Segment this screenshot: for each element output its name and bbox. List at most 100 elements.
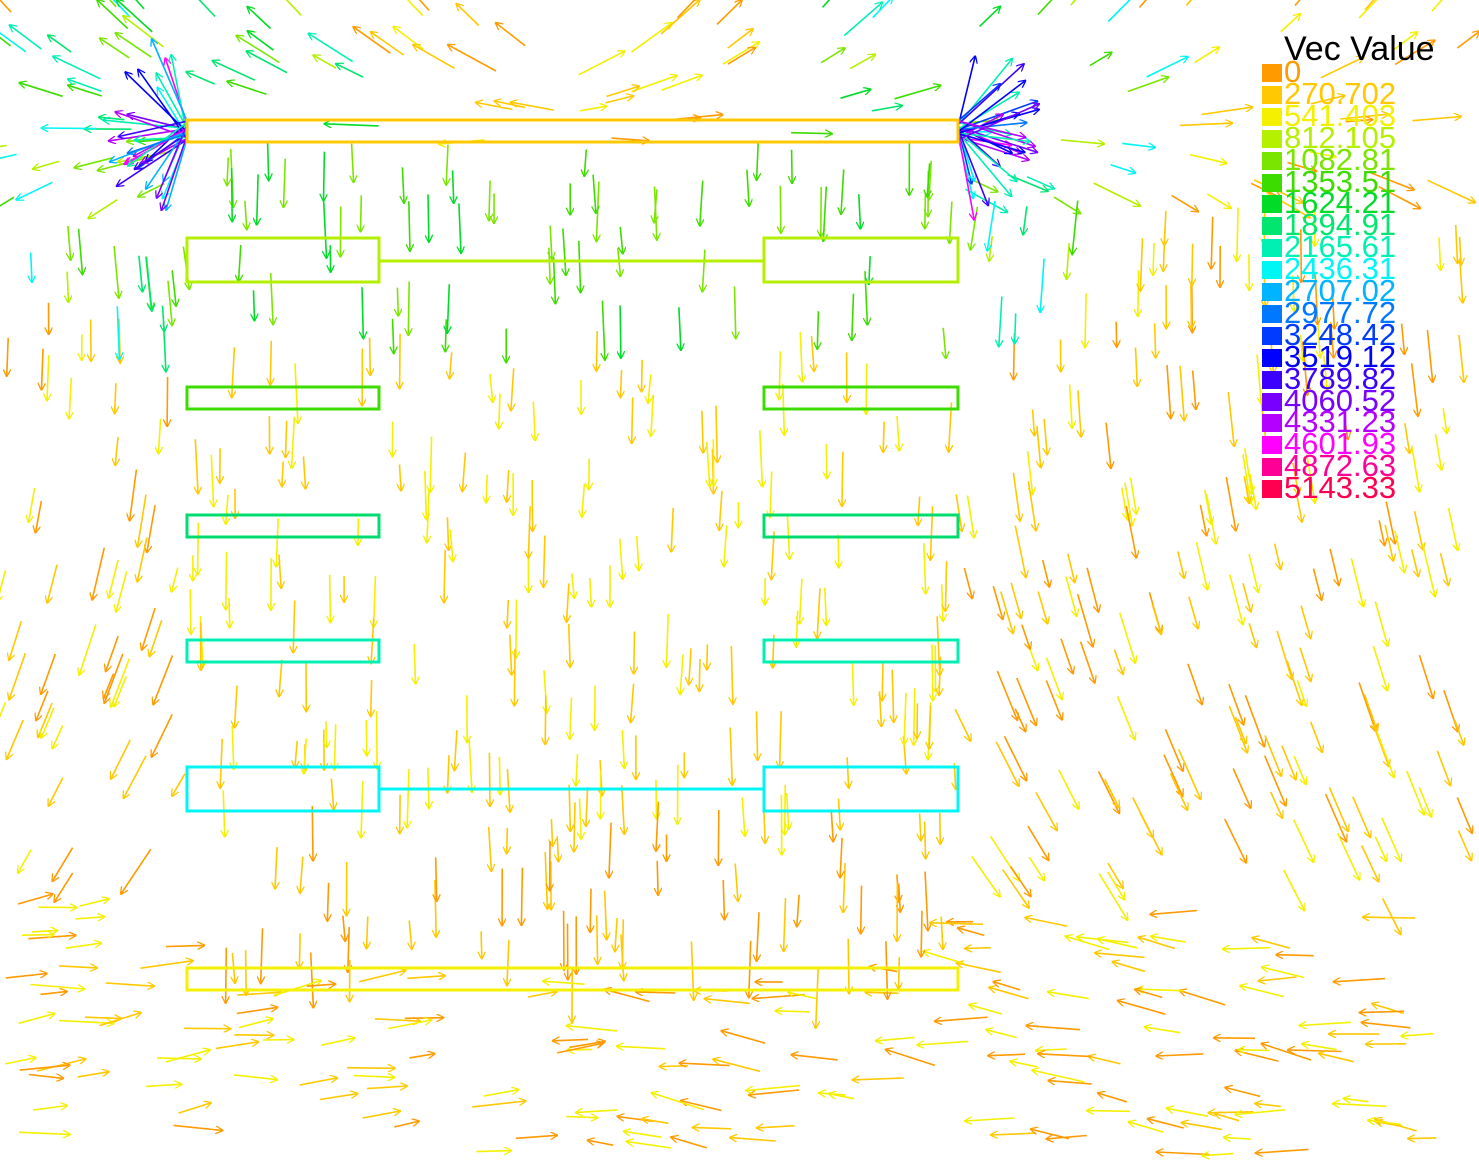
field-arrow bbox=[1025, 918, 1068, 927]
legend-label: 3789.82 bbox=[1284, 360, 1397, 396]
field-arrow bbox=[1394, 530, 1405, 573]
legend-label: 4331.23 bbox=[1284, 404, 1397, 440]
field-arrow bbox=[622, 919, 623, 969]
field-arrow bbox=[409, 1054, 434, 1058]
field-arrow bbox=[1244, 448, 1252, 494]
field-arrow bbox=[1384, 524, 1393, 561]
field-arrow bbox=[1331, 326, 1334, 358]
field-arrow bbox=[1118, 1001, 1166, 1015]
field-arrow bbox=[792, 149, 793, 184]
field-arrow bbox=[84, 1017, 121, 1018]
field-arrow bbox=[1281, 745, 1296, 780]
field-arrow bbox=[617, 1046, 666, 1049]
field-arrow bbox=[1076, 593, 1093, 647]
field-arrow bbox=[620, 369, 621, 398]
field-arrow bbox=[1144, 1027, 1181, 1034]
field-arrow bbox=[1098, 1093, 1128, 1103]
field-arrow bbox=[111, 739, 131, 779]
field-arrow bbox=[112, 0, 130, 17]
field-arrow bbox=[1256, 1148, 1309, 1153]
legend-entry: 2165.61 bbox=[1260, 231, 1475, 262]
plate-row-4-left bbox=[185, 638, 381, 664]
field-arrow bbox=[550, 225, 552, 259]
field-arrow bbox=[849, 54, 875, 70]
field-arrow bbox=[402, 167, 404, 203]
field-arrow bbox=[557, 836, 558, 862]
field-arrow bbox=[992, 585, 1003, 619]
field-arrow bbox=[1026, 451, 1033, 494]
field-arrow bbox=[597, 915, 598, 964]
field-arrow bbox=[246, 51, 288, 74]
field-arrow bbox=[450, 529, 453, 561]
field-arrow bbox=[566, 1026, 618, 1032]
field-arrow bbox=[1124, 482, 1132, 526]
field-arrow bbox=[1040, 258, 1045, 313]
field-arrow bbox=[1150, 909, 1198, 915]
field-arrow bbox=[779, 351, 780, 399]
field-arrow bbox=[1015, 313, 1016, 344]
field-arrow bbox=[1306, 454, 1315, 503]
field-arrow bbox=[1410, 363, 1418, 416]
field-arrow bbox=[949, 402, 952, 452]
field-arrow bbox=[1225, 476, 1236, 531]
field-arrow bbox=[965, 948, 991, 949]
field-arrow bbox=[1010, 582, 1021, 618]
field-arrow bbox=[576, 754, 578, 786]
field-arrow bbox=[238, 1019, 273, 1029]
field-arrow bbox=[718, 809, 719, 865]
field-arrow bbox=[0, 702, 7, 718]
field-arrow bbox=[1263, 755, 1286, 806]
field-arrow bbox=[1044, 418, 1047, 455]
field-arrow bbox=[831, 809, 833, 841]
field-arrow bbox=[1151, 603, 1161, 634]
field-arrow bbox=[937, 616, 940, 675]
field-arrow bbox=[226, 551, 227, 610]
field-arrow bbox=[1359, 1011, 1405, 1012]
field-arrow bbox=[292, 417, 295, 469]
field-arrow bbox=[602, 300, 605, 361]
field-arrow bbox=[447, 517, 448, 550]
field-arrow bbox=[1255, 1103, 1281, 1106]
field-arrow bbox=[227, 157, 228, 186]
field-arrow bbox=[1345, 120, 1373, 122]
field-arrow bbox=[115, 437, 118, 465]
field-arrow bbox=[77, 1072, 109, 1078]
field-arrow bbox=[268, 142, 269, 180]
field-arrow bbox=[1188, 596, 1198, 629]
field-arrow bbox=[1191, 284, 1192, 328]
field-arrow bbox=[871, 106, 902, 112]
field-arrow bbox=[511, 102, 554, 111]
legend-label: 3519.12 bbox=[1284, 338, 1397, 374]
field-arrow bbox=[957, 128, 988, 206]
field-arrow bbox=[843, 862, 845, 912]
field-arrow bbox=[139, 255, 143, 292]
field-arrow bbox=[747, 169, 749, 206]
field-arrow bbox=[593, 174, 596, 213]
field-arrow bbox=[1214, 1038, 1256, 1039]
field-arrow bbox=[1065, 576, 1077, 617]
legend-swatch bbox=[1262, 107, 1282, 126]
field-arrow bbox=[957, 130, 1017, 182]
field-arrow bbox=[1320, 57, 1364, 79]
field-arrow bbox=[147, 505, 156, 552]
legend-label: 812.105 bbox=[1284, 119, 1397, 155]
field-arrow bbox=[324, 201, 327, 259]
field-arrow bbox=[1401, 1034, 1434, 1036]
field-arrow bbox=[156, 1058, 201, 1059]
field-arrow bbox=[469, 738, 472, 792]
field-arrow bbox=[178, 1103, 212, 1114]
field-arrow bbox=[1201, 107, 1252, 116]
field-arrow bbox=[1119, 612, 1136, 664]
field-arrow bbox=[689, 648, 691, 684]
field-arrow bbox=[311, 952, 314, 1008]
field-arrow bbox=[1116, 321, 1117, 347]
field-arrow bbox=[973, 179, 998, 192]
field-arrow bbox=[582, 483, 585, 517]
field-arrow bbox=[279, 659, 282, 697]
field-arrow bbox=[1457, 830, 1472, 861]
field-arrow bbox=[1127, 77, 1169, 93]
field-arrow bbox=[476, 102, 513, 111]
field-arrow bbox=[1336, 832, 1360, 880]
field-arrow bbox=[476, 1151, 512, 1152]
field-arrow bbox=[631, 683, 634, 723]
